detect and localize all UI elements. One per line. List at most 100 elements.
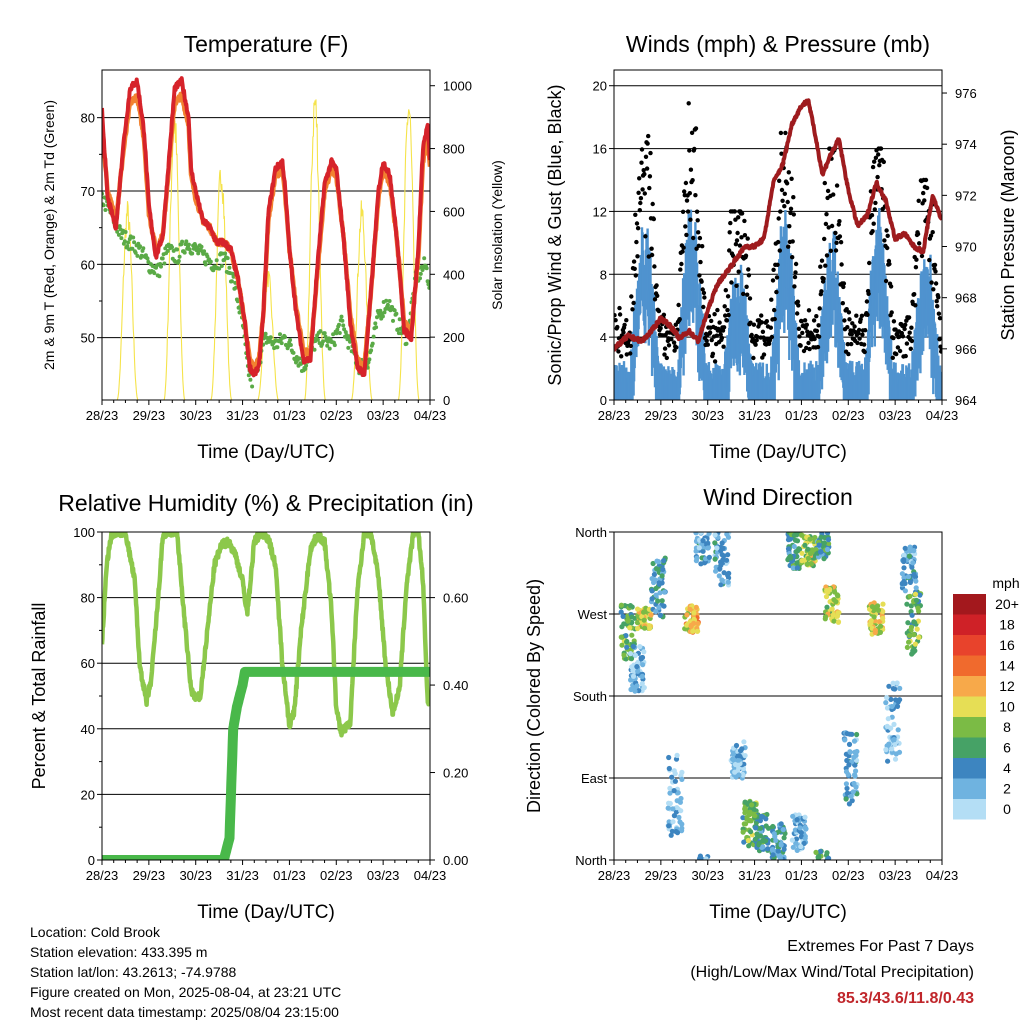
dewpoint-point bbox=[227, 265, 232, 270]
dewpoint-point bbox=[208, 259, 213, 264]
dewpoint-point bbox=[184, 239, 189, 244]
direction-point bbox=[905, 620, 911, 626]
direction-point bbox=[901, 552, 907, 559]
direction-point bbox=[694, 555, 700, 561]
dewpoint-point bbox=[116, 232, 121, 237]
winds-xtick-label: 01/23 bbox=[785, 408, 818, 423]
direction-point bbox=[640, 662, 646, 668]
dewpoint-point bbox=[371, 334, 376, 339]
gust-point bbox=[729, 280, 734, 285]
gust-point bbox=[715, 307, 720, 313]
gust-point bbox=[702, 295, 707, 300]
gust-point bbox=[823, 263, 828, 268]
dewpoint-point bbox=[325, 343, 330, 348]
gust-point bbox=[937, 337, 942, 342]
direction-point bbox=[736, 753, 742, 759]
winds-xlabel: Time (Day/UTC) bbox=[709, 442, 847, 463]
direction-point bbox=[714, 545, 720, 551]
dewpoint-point bbox=[427, 285, 430, 290]
gust-point bbox=[775, 239, 781, 245]
direction-point bbox=[791, 543, 797, 550]
direction-point bbox=[657, 612, 663, 618]
direction-point bbox=[901, 558, 907, 565]
direction-point bbox=[732, 769, 738, 775]
direction-point bbox=[743, 821, 749, 827]
direction-point bbox=[848, 793, 854, 800]
direction-point bbox=[717, 566, 723, 572]
gust-point bbox=[712, 359, 718, 364]
humidity-ytick-label: 60 bbox=[81, 656, 95, 671]
direction-point bbox=[719, 577, 725, 583]
gust-point bbox=[614, 318, 618, 323]
dewpoint-point bbox=[170, 245, 174, 250]
gust-point bbox=[696, 243, 701, 248]
winds-ytick-label: 0 bbox=[600, 393, 607, 408]
gust-point bbox=[784, 181, 790, 186]
direction-point bbox=[759, 813, 765, 820]
direction-point bbox=[629, 632, 635, 638]
temperature-xtick-label: 31/23 bbox=[226, 408, 259, 423]
legend-label: 20+ bbox=[995, 596, 1019, 612]
legend-label: 4 bbox=[1003, 760, 1011, 776]
direction-point bbox=[674, 752, 680, 759]
dewpoint-point bbox=[115, 229, 120, 234]
direction-point bbox=[778, 842, 784, 848]
direction-point bbox=[684, 622, 690, 628]
gust-point bbox=[720, 328, 726, 333]
direction-point bbox=[757, 825, 764, 831]
gust-point bbox=[615, 324, 620, 330]
direction-point bbox=[844, 790, 851, 796]
gust-point bbox=[914, 257, 919, 262]
direction-point bbox=[797, 825, 803, 831]
direction-point bbox=[807, 550, 814, 557]
dewpoint-point bbox=[404, 341, 409, 346]
winds-y2tick-label: 972 bbox=[955, 188, 977, 203]
dewpoint-point bbox=[369, 348, 374, 353]
gust-point bbox=[638, 200, 643, 206]
direction-point bbox=[907, 579, 914, 586]
direction-point bbox=[912, 641, 919, 647]
direction-point bbox=[639, 673, 645, 680]
legend-swatch bbox=[953, 635, 986, 656]
direction-point bbox=[712, 532, 718, 538]
gust-point bbox=[747, 296, 753, 301]
direction-point bbox=[678, 808, 684, 814]
solar-insolation-line bbox=[116, 201, 139, 400]
direction-point bbox=[917, 592, 923, 598]
direction-point bbox=[627, 625, 633, 631]
dewpoint-point bbox=[190, 251, 195, 256]
dewpoint-point bbox=[299, 361, 303, 366]
gust-point bbox=[656, 308, 662, 314]
gust-point bbox=[907, 330, 912, 335]
gust-point bbox=[755, 334, 760, 340]
gust-point bbox=[885, 233, 890, 238]
dewpoint-point bbox=[303, 366, 308, 371]
direction-point bbox=[674, 805, 680, 811]
gust-point bbox=[881, 159, 886, 165]
direction-ytick-label: West bbox=[578, 607, 608, 622]
direction-point bbox=[659, 598, 665, 604]
direction-point bbox=[871, 614, 877, 620]
direction-point bbox=[834, 613, 841, 619]
direction-point bbox=[742, 753, 748, 759]
gust-point bbox=[681, 245, 686, 250]
direction-point bbox=[634, 620, 641, 626]
direction-xlabel: Time (Day/UTC) bbox=[709, 902, 847, 923]
direction-point bbox=[867, 621, 873, 627]
direction-point bbox=[696, 545, 702, 551]
direction-point bbox=[655, 598, 661, 604]
dewpoint-point bbox=[288, 338, 293, 342]
gust-point bbox=[736, 269, 741, 274]
direction-point bbox=[776, 852, 783, 859]
direction-point bbox=[677, 819, 683, 825]
humidity-xtick-label: 30/23 bbox=[179, 868, 212, 883]
humidity-ytick-label: 0 bbox=[88, 853, 95, 868]
direction-point bbox=[719, 552, 725, 558]
dewpoint-point bbox=[159, 264, 163, 269]
direction-point bbox=[804, 561, 810, 567]
legend-label: 0 bbox=[1003, 801, 1011, 817]
direction-xtick-label: 29/23 bbox=[645, 868, 678, 883]
temperature-title: Temperature (F) bbox=[184, 31, 349, 57]
direction-point bbox=[872, 627, 879, 634]
gust-point bbox=[649, 246, 654, 251]
